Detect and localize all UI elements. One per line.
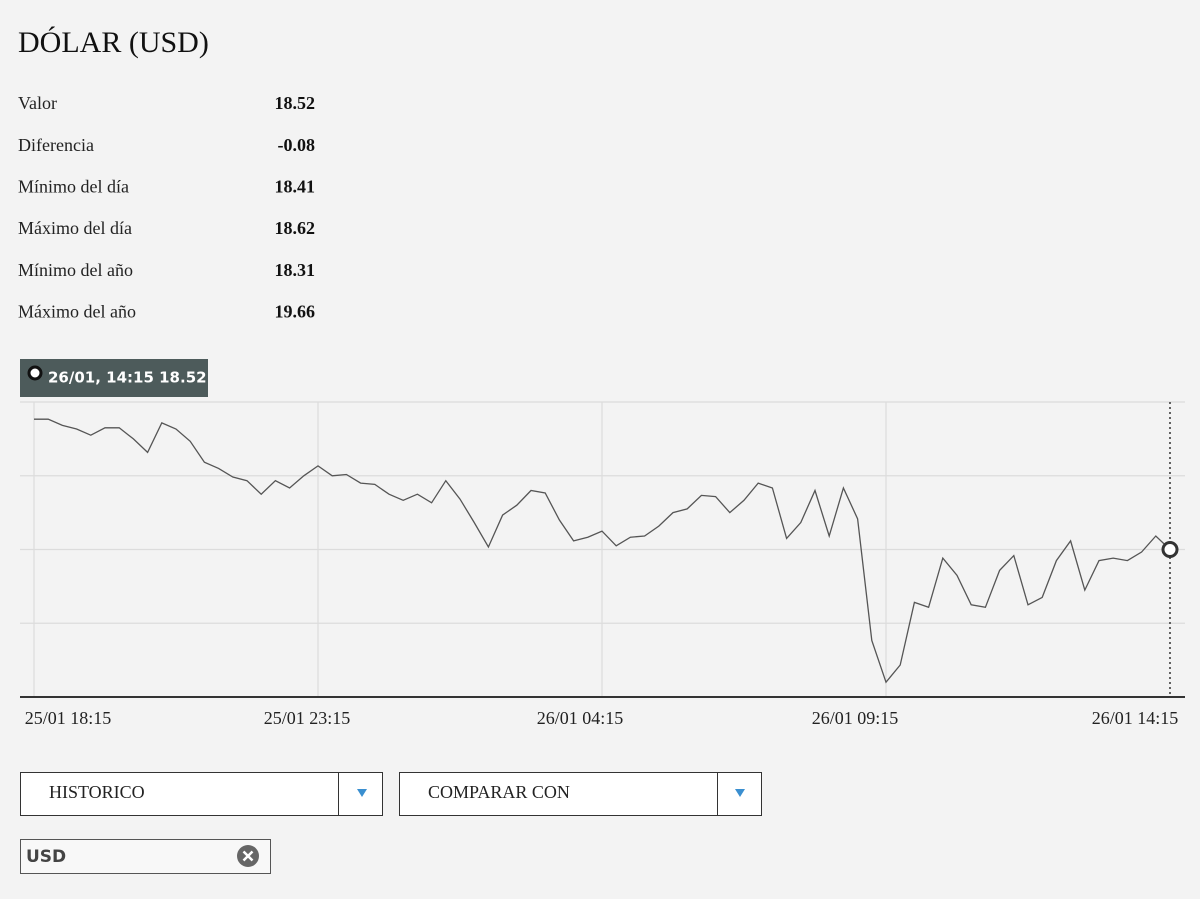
stat-label: Máximo del año [18, 302, 136, 322]
chart: 25/01 18:15 25/01 23:15 26/01 04:15 26/01 0… [20, 401, 1185, 728]
stat-value: 18.62 [275, 218, 316, 238]
tooltip: 26/01, 14:15 18.52 [20, 359, 208, 397]
dropdown-box[interactable] [20, 772, 383, 816]
currency-tag: USD [20, 839, 271, 874]
stat-value: 18.41 [275, 177, 316, 197]
x-tick-label: 26/01 04:15 [537, 708, 624, 728]
stat-label: Mínimo del día [18, 177, 129, 197]
tag-remove[interactable] [237, 845, 259, 867]
remove-cross [242, 850, 254, 862]
stat-label: Diferencia [18, 135, 94, 155]
x-tick-label: 25/01 18:15 [25, 708, 112, 728]
dropdown-box[interactable] [399, 772, 762, 816]
stat-value: 19.66 [275, 302, 316, 322]
stat-label: Mínimo del año [18, 260, 133, 280]
comparar-dropdown[interactable]: COMPARAR CON [399, 772, 762, 816]
stat-value: 18.31 [275, 260, 316, 280]
tooltip-text: 26/01, 14:15 18.52 [48, 369, 207, 387]
dropdown-arrow[interactable] [735, 789, 745, 797]
dropdown-label: COMPARAR CON [428, 782, 570, 802]
dropdown-arrow[interactable] [357, 789, 367, 797]
dropdown-label: HISTORICO [49, 782, 145, 802]
page-title: DÓLAR (USD) [18, 26, 209, 59]
stats-table: Valor 18.52 Diferencia -0.08 Mínimo del día 1… [18, 93, 315, 322]
x-tick-label: 25/01 23:15 [264, 708, 351, 728]
historico-dropdown[interactable]: HISTORICO [20, 772, 383, 816]
stat-label: Valor [18, 93, 57, 113]
tooltip-box [20, 359, 208, 397]
stat-value: -0.08 [278, 135, 316, 155]
stat-value: 18.52 [275, 93, 316, 113]
tooltip-icon [27, 365, 43, 381]
tag-label: USD [26, 847, 66, 867]
stat-label: Máximo del día [18, 218, 132, 238]
tag-box [20, 839, 271, 874]
x-tick-label: 26/01 14:15 [1092, 708, 1179, 728]
price-line [34, 418, 1171, 684]
x-tick-label: 26/01 09:15 [812, 708, 899, 728]
last-point-marker [1161, 541, 1179, 558]
